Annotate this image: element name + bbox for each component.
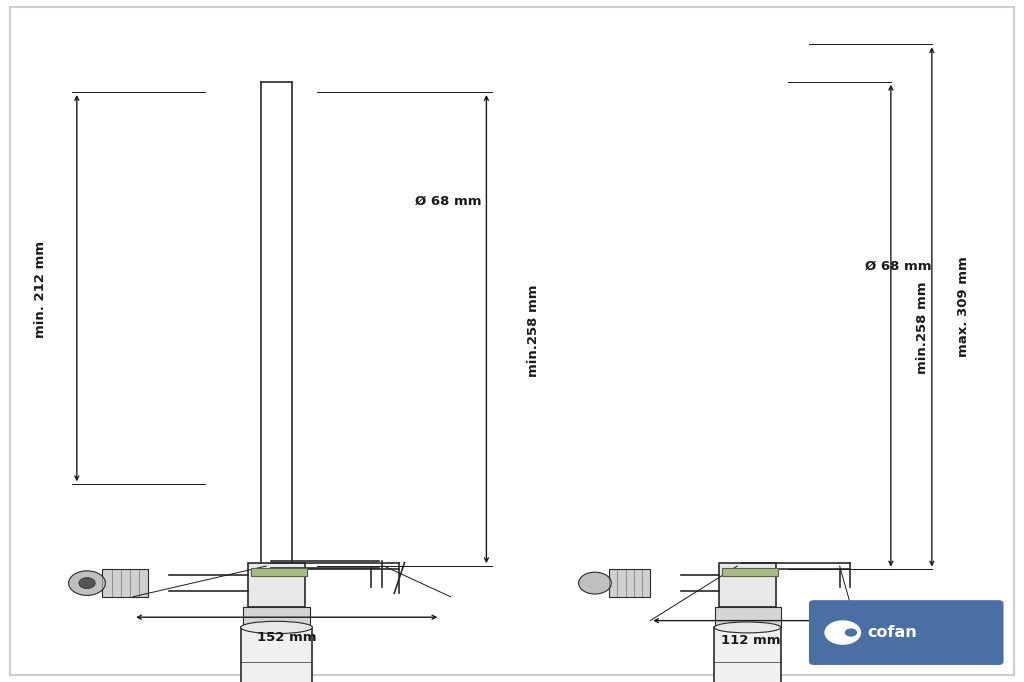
Bar [249,563,305,607]
Text: 152 mm: 152 mm [257,631,316,644]
Bar [251,568,307,576]
Circle shape [79,578,95,589]
Ellipse shape [715,622,781,633]
Circle shape [845,629,857,637]
Text: max. 309 mm: max. 309 mm [957,256,971,357]
Ellipse shape [241,621,312,634]
Bar [102,569,148,597]
Circle shape [69,571,105,595]
Text: min.258 mm: min.258 mm [527,284,541,377]
Circle shape [579,572,611,594]
Text: min. 212 mm: min. 212 mm [35,241,47,338]
Bar [715,627,780,682]
Text: cofan: cofan [867,625,918,640]
Bar [722,568,778,576]
Text: min.258 mm: min.258 mm [916,281,930,374]
Bar [609,569,650,597]
Bar [719,563,776,607]
Text: 112 mm: 112 mm [721,634,780,647]
Circle shape [824,621,861,645]
Bar [244,607,309,627]
Bar [715,607,781,627]
FancyBboxPatch shape [809,600,1004,665]
Text: Ø 68 mm: Ø 68 mm [865,259,932,273]
Text: Ø 68 mm: Ø 68 mm [415,194,481,208]
Bar [241,627,312,682]
